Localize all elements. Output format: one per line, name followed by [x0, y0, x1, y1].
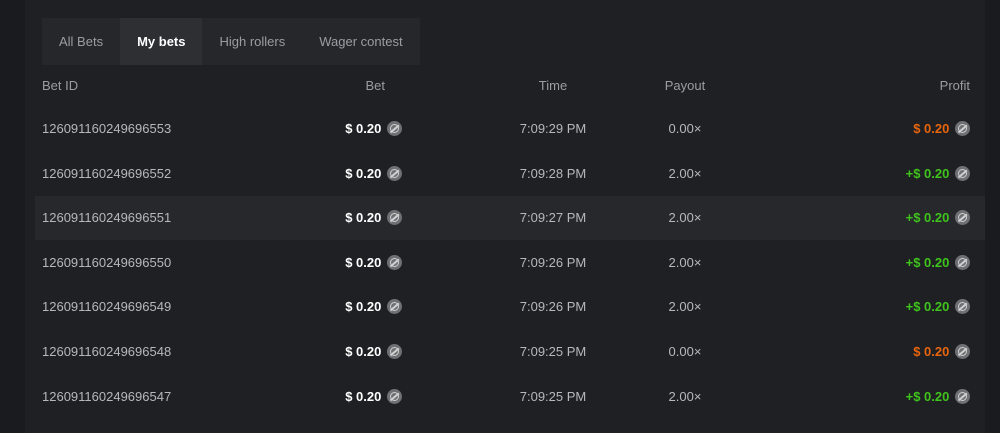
currency-coin-icon: [387, 344, 402, 360]
tab-my-bets[interactable]: My bets: [120, 18, 203, 65]
bet-payout: 2.00×: [668, 299, 702, 315]
bet-payout: 2.00×: [668, 210, 702, 226]
currency-coin-icon: [387, 388, 402, 404]
currency-coin-icon: [387, 299, 402, 315]
bet-profit: $ 0.20: [913, 107, 970, 151]
bets-panel: All Bets My bets High rollers Wager cont…: [25, 0, 985, 433]
bet-amount: $ 0.20: [345, 152, 402, 196]
bet-id: 126091160249696547: [42, 388, 172, 404]
currency-coin-icon: [955, 121, 970, 137]
currency-coin-icon: [955, 210, 970, 226]
bet-id: 126091160249696551: [42, 210, 172, 226]
tab-high-rollers[interactable]: High rollers: [219, 34, 286, 49]
bet-amount: $ 0.20: [345, 107, 402, 151]
bet-time: 7:09:26 PM: [519, 254, 587, 270]
currency-coin-icon: [955, 344, 970, 360]
bet-amount-value: $ 0.20: [345, 210, 382, 226]
bet-id: 126091160249696550: [42, 254, 172, 270]
bet-amount: $ 0.20: [345, 285, 402, 329]
bet-profit: +$ 0.20: [906, 152, 970, 196]
bet-profit: +$ 0.20: [906, 241, 970, 285]
tab-bar: All Bets My bets High rollers Wager cont…: [42, 18, 420, 65]
bet-payout: 0.00×: [668, 121, 702, 136]
bet-profit-value: $ 0.20: [913, 121, 950, 136]
bet-id: 126091160249696553: [42, 121, 172, 136]
header-bet: Bet: [365, 78, 385, 93]
currency-coin-icon: [387, 210, 402, 226]
currency-coin-icon: [387, 254, 402, 270]
bet-amount-value: $ 0.20: [345, 254, 382, 270]
bet-amount: $ 0.20: [345, 375, 402, 419]
table-row[interactable]: 126091160249696553 $ 0.20 7:09:29 PM 0.0…: [35, 107, 985, 151]
bet-payout: 0.00×: [668, 344, 702, 359]
table-row[interactable]: 126091160249696552 $ 0.20 7:09:28 PM 2.0…: [35, 152, 985, 196]
table-row[interactable]: 126091160249696548 $ 0.20 7:09:25 PM 0.0…: [35, 330, 985, 374]
bet-profit: +$ 0.20: [906, 285, 970, 329]
table-header: Bet ID Bet Time Payout Profit: [35, 64, 985, 108]
bet-amount-value: $ 0.20: [345, 121, 382, 136]
header-payout: Payout: [664, 78, 706, 93]
currency-coin-icon: [955, 299, 970, 315]
bet-profit-value: +$ 0.20: [905, 165, 950, 181]
bet-amount: $ 0.20: [345, 241, 402, 285]
bet-payout: 2.00×: [668, 254, 702, 270]
bet-time: 7:09:28 PM: [519, 165, 587, 181]
bet-payout: 2.00×: [668, 165, 702, 181]
bet-amount: $ 0.20: [345, 330, 402, 374]
header-time: Time: [538, 78, 568, 93]
currency-coin-icon: [387, 121, 402, 137]
currency-coin-icon: [955, 165, 970, 181]
header-bet-id: Bet ID: [42, 78, 79, 93]
bet-profit: $ 0.20: [913, 330, 970, 374]
bet-time: 7:09:25 PM: [519, 344, 587, 359]
bet-amount-value: $ 0.20: [345, 299, 382, 315]
bet-amount-value: $ 0.20: [345, 388, 382, 404]
bet-amount-value: $ 0.20: [345, 344, 382, 359]
bet-amount: $ 0.20: [345, 196, 402, 240]
currency-coin-icon: [955, 388, 970, 404]
bet-time: 7:09:25 PM: [519, 388, 587, 404]
bet-time: 7:09:26 PM: [519, 299, 587, 315]
bet-profit: +$ 0.20: [906, 375, 970, 419]
currency-coin-icon: [955, 254, 970, 270]
bet-profit: +$ 0.20: [906, 196, 970, 240]
bet-profit-value: +$ 0.20: [905, 210, 950, 226]
tab-wager-contest[interactable]: Wager contest: [319, 34, 403, 49]
table-row[interactable]: 126091160249696547 $ 0.20 7:09:25 PM 2.0…: [35, 375, 985, 419]
bet-profit-value: $ 0.20: [913, 344, 950, 359]
bet-amount-value: $ 0.20: [345, 165, 382, 181]
tab-all-bets[interactable]: All Bets: [59, 34, 104, 49]
bet-time: 7:09:27 PM: [519, 210, 587, 226]
table-row[interactable]: 126091160249696550 $ 0.20 7:09:26 PM 2.0…: [35, 241, 985, 285]
bet-profit-value: +$ 0.20: [905, 299, 950, 315]
bet-profit-value: +$ 0.20: [905, 388, 950, 404]
header-profit: Profit: [939, 78, 970, 93]
table-row[interactable]: 126091160249696551 $ 0.20 7:09:27 PM 2.0…: [35, 196, 985, 241]
bet-id: 126091160249696548: [42, 344, 172, 359]
table-row[interactable]: 126091160249696549 $ 0.20 7:09:26 PM 2.0…: [35, 285, 985, 329]
bet-id: 126091160249696552: [42, 165, 172, 181]
bet-profit-value: +$ 0.20: [905, 254, 950, 270]
bet-payout: 2.00×: [668, 388, 702, 404]
currency-coin-icon: [387, 165, 402, 181]
bet-id: 126091160249696549: [42, 299, 172, 315]
bet-time: 7:09:29 PM: [519, 121, 587, 136]
